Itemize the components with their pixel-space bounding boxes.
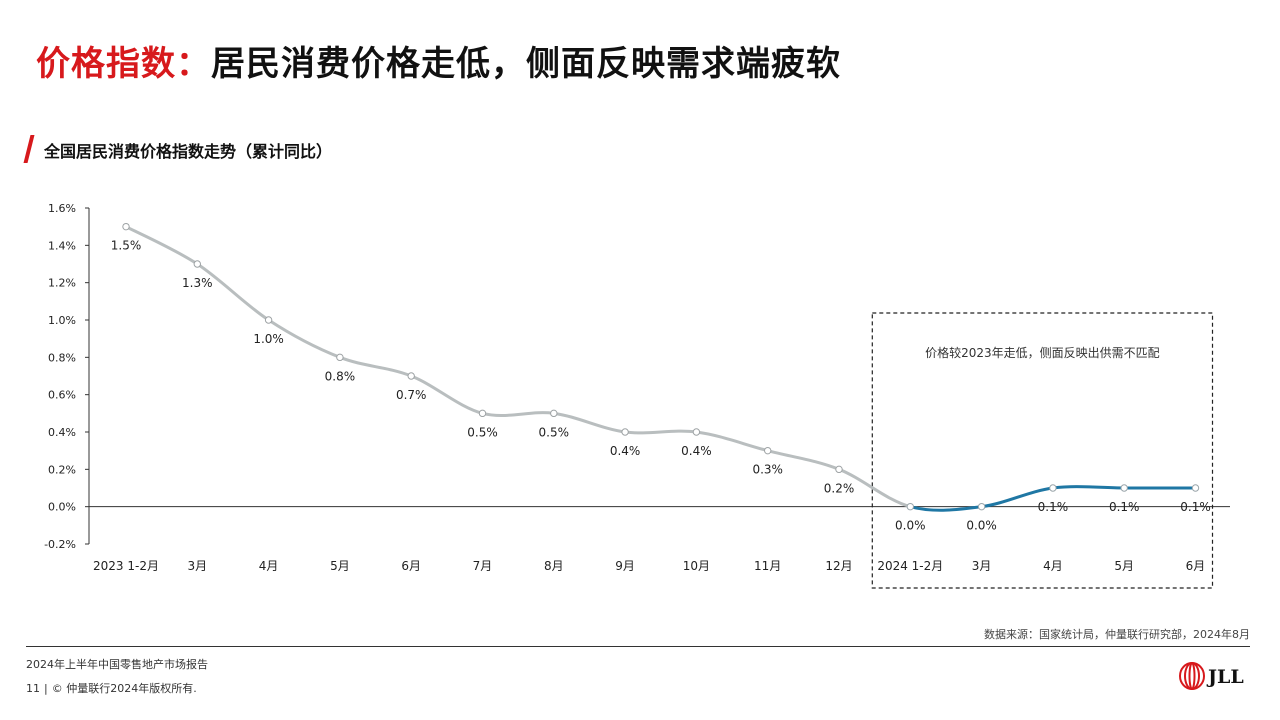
data-label: 0.3% [752,463,783,477]
footer-divider [26,646,1250,647]
x-tick-label: 2023 1-2月 [93,559,159,573]
x-tick-label: 9月 [615,559,635,573]
x-tick-label: 8月 [544,559,564,573]
highlight-box [871,312,1214,589]
y-tick-label: -0.2% [44,538,76,551]
data-point [122,222,130,231]
x-tick-label: 2024 1-2月 [877,559,943,573]
chart-heading: 全国居民消费价格指数走势（累计同比） [44,142,333,161]
jll-logo-text: JLL [1206,666,1244,688]
x-tick-label: 7月 [473,559,493,573]
data-point [478,409,487,418]
y-tick-label: 1.2% [48,277,76,290]
data-label: 0.4% [610,444,641,458]
data-label: 1.0% [253,332,284,346]
data-label: 1.5% [111,239,142,253]
data-label: 0.5% [539,425,570,439]
data-label: 1.3% [182,276,213,290]
y-tick-label: 1.0% [48,314,76,327]
data-point [977,502,986,511]
data-point [1049,484,1057,492]
data-point [550,409,558,418]
page-title-main: 居民消费价格走低，侧面反映需求端疲软 [211,44,841,84]
data-point [407,372,415,380]
y-tick-label: 0.4% [48,426,76,439]
x-tick-label: 5月 [330,559,350,573]
data-label: 0.0% [895,519,926,533]
y-tick-label: 0.8% [48,351,76,364]
x-tick-label: 5月 [1114,559,1134,573]
x-tick-label: 11月 [754,559,781,573]
data-point [621,428,629,436]
data-point [1191,484,1200,492]
data-point [692,428,701,436]
cpi-line-chart: -0.2% 0.0% 0.2% 0.4% 0.6% 0.8% 1.0% 1.2% 1.4% 1.6… [44,202,1230,589]
data-label: 0.2% [824,481,855,495]
x-tick-label: 12月 [825,559,852,573]
data-label: 0.1% [1038,500,1069,514]
data-label: 0.8% [325,369,356,383]
y-tick-label: 1.6% [48,202,76,215]
data-point [1120,484,1128,492]
y-tick-label: 0.6% [48,389,76,402]
jll-logo-mark-icon [1179,662,1205,690]
data-point [264,316,273,324]
data-label: 0.5% [467,425,498,439]
data-label: 0.1% [1109,500,1140,514]
jll-logo: JLL [1179,662,1244,690]
data-point [336,353,344,362]
series-line-2023 [124,225,912,509]
x-tick-label: 3月 [972,559,992,573]
page-number: 11 [26,682,40,695]
data-point [764,446,772,455]
page-title: 价格指数：居民消费价格走低，侧面反映需求端疲软 [36,36,841,85]
y-tick-label: 0.2% [48,463,76,476]
x-tick-label: 10月 [683,559,710,573]
copyright-text: © 仲量联行2024年版权所有. [51,682,197,695]
x-tick-label: 4月 [259,559,279,573]
footer-copyright: 11 | © 仲量联行2024年版权所有. [26,680,197,696]
data-point [835,465,843,474]
x-tick-label: 6月 [1186,559,1206,573]
x-tick-label: 3月 [187,559,207,573]
x-tick-label: 4月 [1043,559,1063,573]
y-tick-label: 0.0% [48,501,76,514]
source-note: 数据来源：国家统计局，仲量联行研究部，2024年8月 [984,628,1250,641]
data-point [193,260,202,268]
data-label: 0.1% [1180,500,1211,514]
y-tick-label: 1.4% [48,239,76,252]
page-title-accent: 价格指数： [36,44,211,84]
data-label: 0.7% [396,388,427,402]
x-tick-label: 6月 [401,559,421,573]
footer-separator: | [44,682,48,695]
data-point [906,502,914,511]
footer-report-name: 2024年上半年中国零售地产市场报告 [26,658,208,671]
data-label: 0.4% [681,444,712,458]
data-label: 0.0% [966,519,997,533]
annotation-text: 价格较2023年走低，侧面反映出供需不匹配 [925,345,1160,360]
